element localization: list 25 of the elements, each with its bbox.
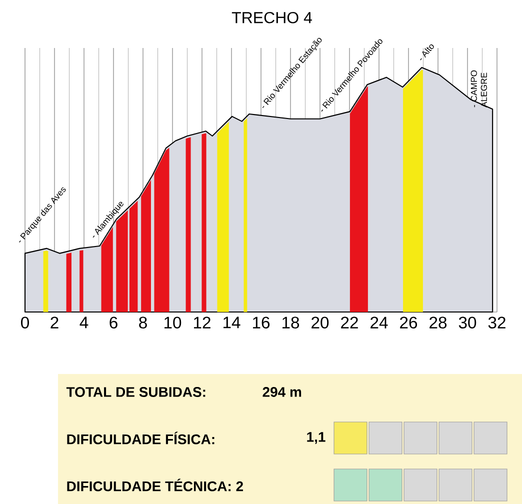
x-tick-label: 24 [370, 316, 388, 328]
x-tick-label: 2 [50, 316, 58, 328]
x-tick-label: 10 [164, 316, 182, 329]
x-tick-label: 22 [341, 316, 358, 328]
x-tick-label: 12 [194, 316, 210, 328]
x-tick-label: 26 [400, 316, 418, 329]
x-tick-label: 8 [139, 316, 147, 329]
x-tick-label: 28 [430, 316, 447, 329]
annotation: - Alto [420, 44, 434, 60]
x-tick-label: 0 [21, 316, 29, 329]
text: 1,1 [307, 432, 326, 444]
x-tick-label: 20 [312, 316, 329, 329]
text: TOTAL DE SUBIDAS: [66, 387, 206, 397]
text: DIFICULDADE FÍSICA: [67, 432, 214, 444]
x-tick-label: 6 [110, 316, 118, 329]
text: 294 m [262, 387, 302, 397]
x-tick-label: 16 [253, 316, 270, 329]
text: DIFICULDADE TÉCNICA: 2 [67, 478, 244, 492]
chart-title: TRECHO 4 [232, 12, 312, 24]
x-tick-label: 4 [80, 316, 88, 328]
x-tick-label: 18 [282, 316, 300, 329]
x-tick-label: 14 [224, 316, 240, 328]
x-tick-label: 30 [458, 316, 476, 329]
annotation: - CAMPO ALEGRE [470, 70, 487, 108]
x-tick-label: 32 [488, 316, 506, 329]
